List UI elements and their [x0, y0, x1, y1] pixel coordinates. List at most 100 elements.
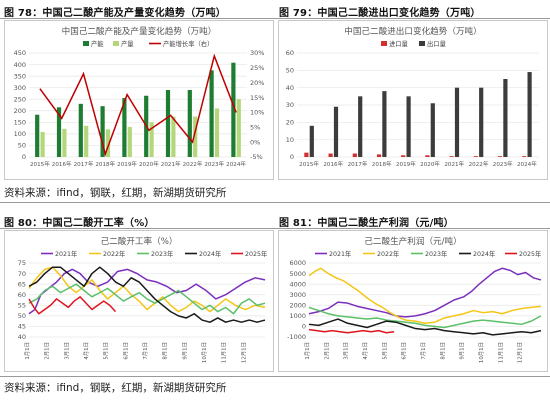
chart-80-y-tick-label: 45 — [18, 323, 26, 331]
chart-78-x-tick-label: 2020年 — [139, 160, 159, 168]
capacity-bar — [78, 103, 83, 157]
chart-79-x-tick-label: 2016年 — [323, 160, 343, 168]
chart-81-y-tick-label: 5000 — [289, 270, 306, 278]
source-note-top: 资料来源：ifind，钢联，红期，新湖期货研究所 — [4, 187, 227, 199]
chart-81-legend-y2024-label: 2024年 — [473, 249, 495, 258]
chart-81-legend-y2021-label: 2021年 — [329, 249, 351, 258]
chart-80-panel: 己二酸开工率（%） 2021年 2022年 2023年 2024年 2025年 40 45 50… — [4, 230, 274, 372]
chart-79-panel: 中国己二酸进出口变化趋势（万吨） 进口量 出口量 0 10 20 30 40 50 60 2015年… — [278, 20, 548, 180]
chart-78-y-tick-label: 200 — [14, 107, 26, 115]
chart-80-y-tick-label: 65 — [18, 280, 26, 288]
chart-81-x-tick-label: 7月1日 — [420, 342, 427, 360]
chart-81-x-tick-label: 9月1日 — [459, 342, 466, 360]
chart-78-x-tick-label: 2017年 — [74, 160, 94, 168]
chart-80-series-y2021 — [28, 268, 266, 315]
chart-79-x-tick-label: 2021年 — [444, 160, 464, 168]
chart-81-x-tick-label: 10月1日 — [478, 342, 485, 363]
chart-81-y-tick-label: 3000 — [289, 291, 306, 299]
chart-79-x-tick-label: 2019年 — [396, 160, 416, 168]
chart-80-y-tick-label: 40 — [18, 333, 26, 341]
chart-79-y-tick-label: 20 — [286, 119, 294, 127]
chart-79-y-tick-label: 50 — [286, 67, 294, 75]
chart-81-panel: 己二酸生产利润（元/吨） 2021年 2022年 2023年 2024年 2025年 -10… — [278, 230, 548, 372]
chart-80-x-tick-label: 4月1日 — [83, 342, 90, 360]
chart-79-y-tick-label: 0 — [290, 153, 294, 161]
chart-81-x-tick-label: 6月1日 — [401, 342, 408, 360]
export-bar — [382, 91, 387, 157]
chart-78-y-tick-label: 450 — [14, 49, 26, 57]
capacity-bar — [35, 114, 40, 157]
legend-export-swatch — [419, 41, 425, 46]
chart-79-x-tick-label: 2015年 — [299, 160, 319, 168]
chart-78-y-tick-label: 0 — [22, 153, 26, 161]
chart-78: 中国己二酸产能及产量变化趋势（万吨） 产能 产量 产能增长率（右） 0 50 100 150 2… — [14, 25, 265, 168]
output-bar — [105, 129, 111, 157]
chart-81-series-y2025 — [308, 328, 395, 334]
chart-80-x-tick-label: 9月1日 — [181, 342, 188, 360]
output-bar — [236, 99, 241, 157]
chart-78-title: 中国己二酸产能及产量变化趋势（万吨） — [62, 25, 217, 37]
chart-80-x-tick-label: 6月1日 — [122, 342, 129, 360]
chart-80-legend-y2021-label: 2021年 — [55, 249, 77, 258]
chart-80-legend-y2024-label: 2024年 — [199, 249, 221, 258]
capacity-bar — [122, 98, 127, 157]
import-bar — [376, 154, 382, 157]
chart-78-y2-tick-label: 15% — [250, 94, 264, 102]
import-bar — [497, 156, 503, 157]
chart-81-y-tick-label: 0 — [302, 323, 306, 331]
chart-81-x-tick-label: 3月1日 — [343, 342, 350, 360]
chart-81-y-tick-label: 6000 — [289, 259, 306, 267]
import-bar — [473, 156, 478, 157]
growth-rate-line — [39, 53, 237, 157]
chart-78-x-tick-label: 2016年 — [52, 160, 72, 168]
chart-80-series-y2022 — [28, 266, 266, 313]
chart-80-x-tick-label: 2月1日 — [44, 342, 51, 360]
chart-81-y-tick-label: -1000 — [287, 333, 306, 341]
chart-78-y2-tick-label: 10% — [250, 109, 264, 117]
capacity-bar — [187, 89, 192, 157]
chart-79-y-tick-label: 10 — [286, 136, 294, 144]
chart-80-legend-y2025-label: 2025年 — [245, 249, 267, 258]
chart-80-series-y2024 — [28, 266, 266, 323]
export-bar — [358, 96, 363, 157]
chart-78-y-tick-label: 250 — [14, 95, 26, 103]
chart-81-y-tick-label: 1000 — [289, 312, 306, 320]
legend-export-label: 出口量 — [427, 39, 447, 48]
chart-79-x-tick-label: 2022年 — [469, 160, 489, 168]
output-bar — [214, 108, 220, 157]
lower-rule — [0, 228, 550, 229]
legend-import-label: 进口量 — [389, 40, 409, 48]
chart-80-x-tick-label: 8月1日 — [162, 342, 169, 360]
legend-capacity-swatch — [83, 41, 89, 46]
chart-81: 己二酸生产利润（元/吨） 2021年 2022年 2023年 2024年 2025年 -10… — [287, 235, 542, 363]
export-bar — [527, 72, 532, 157]
chart-78-y-tick-label: 100 — [14, 130, 26, 138]
chart-78-x-tick-label: 2022年 — [183, 160, 203, 168]
chart-78-y-tick-label: 150 — [14, 119, 26, 127]
output-bar — [127, 126, 132, 157]
import-bar — [328, 153, 333, 157]
bottom-rule — [0, 376, 550, 377]
chart-80-series-y2025 — [28, 296, 117, 315]
chart-79-y-tick-label: 30 — [286, 101, 294, 109]
chart-80-y-tick-label: 50 — [18, 312, 26, 320]
import-bar — [401, 155, 406, 157]
chart-81-legend-y2023-label: 2023年 — [425, 249, 447, 258]
figure-79-title: 图 79：中国己二酸进出口变化趋势（万吨） — [279, 8, 481, 19]
chart-81-y-tick-label: 2000 — [289, 301, 306, 309]
chart-80-y-tick-label: 60 — [18, 291, 26, 299]
chart-79-y-tick-label: 60 — [286, 49, 294, 57]
chart-79-x-tick-label: 2018年 — [372, 160, 392, 168]
chart-81-x-tick-label: 5月1日 — [381, 342, 388, 360]
figure-78-title: 图 78：中国己二酸产能及产量变化趋势（万吨） — [4, 8, 226, 19]
chart-80-series-y2023 — [28, 283, 266, 315]
source-note-bottom: 资料来源：ifind，钢联，红期，新湖期货研究所 — [4, 382, 227, 394]
chart-79-x-tick-label: 2020年 — [420, 160, 440, 168]
chart-79: 中国己二酸进出口变化趋势（万吨） 进口量 出口量 0 10 20 30 40 50 60 2015年… — [286, 25, 539, 168]
middle-rule — [0, 202, 550, 203]
chart-78-x-tick-label: 2015年 — [30, 160, 50, 168]
import-bar — [352, 153, 357, 157]
chart-78-x-tick-label: 2024年 — [226, 160, 246, 168]
legend-growth-label: 产能增长率（右） — [163, 39, 213, 48]
